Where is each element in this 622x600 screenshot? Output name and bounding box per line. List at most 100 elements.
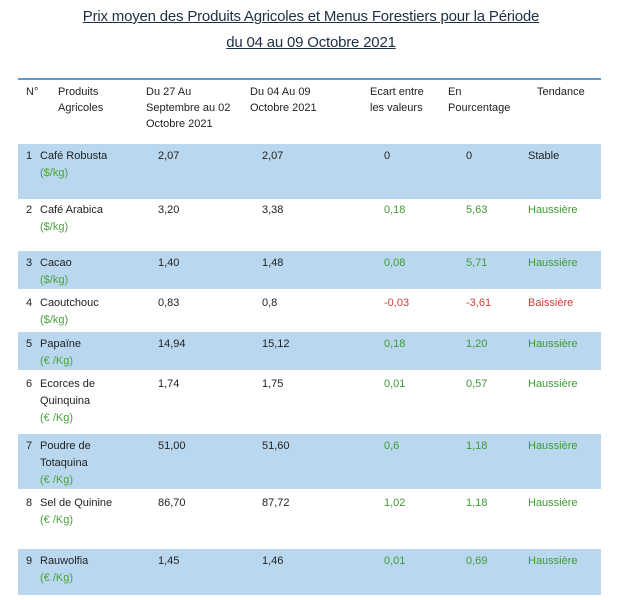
table-row: 4 Caoutchouc ($/kg) 0,83 0,8 -0,03 -3,61 Baissi…	[18, 291, 601, 330]
product-name: Rauwolfia	[40, 555, 89, 567]
percentage-change: 5,63	[466, 204, 488, 216]
table-row: 2 Café Arabica ($/kg) 3,20 3,38 0,18 5,63 Hauss…	[18, 198, 601, 248]
value-difference: 0,08	[384, 257, 406, 269]
trend-label: Haussière	[528, 555, 578, 567]
price-period1: 14,94	[158, 338, 186, 350]
trend-label: Haussière	[528, 378, 578, 390]
price-period2: 2,07	[262, 150, 284, 162]
product-name: Poudre de Totaquina	[40, 440, 91, 469]
value-difference: 0	[384, 150, 391, 162]
percentage-change: 1,18	[466, 497, 488, 509]
price-period1: 1,74	[158, 378, 180, 390]
product-unit: (€ /Kg)	[40, 355, 74, 367]
header-trend: Tendance	[537, 86, 585, 98]
price-period1: 51,00	[158, 440, 186, 452]
row-number: 8	[26, 497, 33, 509]
price-period1: 2,07	[158, 150, 180, 162]
table-row: 8 Sel de Quinine (€ /Kg) 86,70 87,72 1,02 1,18…	[18, 491, 601, 547]
price-period2: 51,60	[262, 440, 290, 452]
trend-label: Haussière	[528, 338, 578, 350]
product-name: Cacao	[40, 257, 72, 269]
product-cell: Café Robusta ($/kg)	[40, 148, 107, 182]
value-difference: 1,02	[384, 497, 406, 509]
value-difference: 0,01	[384, 555, 406, 567]
trend-label: Haussière	[528, 440, 578, 452]
header-num: N°	[26, 86, 39, 98]
price-period2: 0,8	[262, 297, 278, 309]
row-number: 9	[26, 555, 33, 567]
table-row: 3 Cacao ($/kg) 1,40 1,48 0,08 5,71 Haussière	[18, 251, 601, 289]
value-difference: -0,03	[384, 297, 410, 309]
table-row: 1 Café Robusta ($/kg) 2,07 2,07 0 0 Stable	[18, 144, 601, 199]
product-cell: Poudre de Totaquina (€ /Kg)	[40, 438, 91, 489]
percentage-change: -3,61	[466, 297, 492, 309]
header-period2: Du 04 Au 09 Octobre 2021	[250, 86, 317, 114]
trend-label: Baissière	[528, 297, 574, 309]
price-period1: 3,20	[158, 204, 180, 216]
price-period1: 1,45	[158, 555, 180, 567]
product-name: Papaïne	[40, 338, 81, 350]
header-product: Produits Agricoles	[58, 86, 104, 114]
product-cell: Café Arabica ($/kg)	[40, 202, 103, 236]
price-table: N° Produits Agricoles Du 27 Au Septembre…	[18, 78, 601, 595]
table-row: 9 Rauwolfia (€ /Kg) 1,45 1,46 0,01 0,69 Haussiè…	[18, 549, 601, 595]
product-cell: Rauwolfia (€ /Kg)	[40, 553, 88, 587]
product-name: Café Robusta	[40, 150, 108, 162]
value-difference: 0,01	[384, 378, 406, 390]
product-unit: ($/kg)	[40, 274, 69, 286]
table-row: 7 Poudre de Totaquina (€ /Kg) 51,00 51,60 0,6…	[18, 434, 601, 489]
product-name: Ecorces de Quinquina	[40, 378, 96, 407]
percentage-change: 0,57	[466, 378, 488, 390]
row-number: 6	[26, 378, 33, 390]
price-period2: 3,38	[262, 204, 284, 216]
price-period1: 0,83	[158, 297, 180, 309]
percentage-change: 0	[466, 150, 473, 162]
header-period1: Du 27 Au Septembre au 02 Octobre 2021	[146, 86, 231, 130]
percentage-change: 5,71	[466, 257, 488, 269]
trend-label: Stable	[528, 150, 560, 162]
price-period2: 15,12	[262, 338, 290, 350]
percentage-change: 0,69	[466, 555, 488, 567]
product-cell: Caoutchouc ($/kg)	[40, 295, 99, 329]
trend-label: Haussière	[528, 497, 578, 509]
product-unit: (€ /Kg)	[40, 412, 74, 424]
page-subtitle: du 04 au 09 Octobre 2021	[226, 34, 396, 51]
product-cell: Cacao ($/kg)	[40, 255, 72, 289]
product-unit: (€ /Kg)	[40, 514, 74, 526]
row-number: 4	[26, 297, 33, 309]
price-period2: 1,48	[262, 257, 284, 269]
percentage-change: 1,20	[466, 338, 488, 350]
product-unit: ($/kg)	[40, 221, 69, 233]
price-period2: 1,46	[262, 555, 284, 567]
value-difference: 0,18	[384, 204, 406, 216]
header-pct: En Pourcentage	[448, 86, 511, 114]
product-cell: Papaïne (€ /Kg)	[40, 336, 81, 370]
trend-label: Haussière	[528, 257, 578, 269]
product-name: Sel de Quinine	[40, 497, 113, 509]
row-number: 7	[26, 440, 33, 452]
row-number: 5	[26, 338, 33, 350]
header-ecart: Ecart entre les valeurs	[370, 86, 424, 114]
price-period1: 1,40	[158, 257, 180, 269]
row-number: 3	[26, 257, 33, 269]
table-row: 5 Papaïne (€ /Kg) 14,94 15,12 0,18 1,20 Haussiè…	[18, 332, 601, 370]
product-unit: ($/kg)	[40, 314, 69, 326]
product-name: Café Arabica	[40, 204, 103, 216]
row-number: 1	[26, 150, 33, 162]
product-cell: Sel de Quinine (€ /Kg)	[40, 495, 112, 529]
price-period2: 87,72	[262, 497, 290, 509]
product-unit: (€ /Kg)	[40, 474, 74, 486]
product-unit: ($/kg)	[40, 167, 69, 179]
page-title: Prix moyen des Produits Agricoles et Men…	[82, 8, 540, 25]
value-difference: 0,18	[384, 338, 406, 350]
price-period1: 86,70	[158, 497, 186, 509]
percentage-change: 1,18	[466, 440, 488, 452]
table-row: 6 Ecorces de Quinquina (€ /Kg) 1,74 1,75 0,01…	[18, 372, 601, 432]
product-name: Caoutchouc	[40, 297, 99, 309]
product-cell: Ecorces de Quinquina (€ /Kg)	[40, 376, 95, 427]
price-period2: 1,75	[262, 378, 284, 390]
trend-label: Haussière	[528, 204, 578, 216]
product-unit: (€ /Kg)	[40, 572, 74, 584]
row-number: 2	[26, 204, 33, 216]
value-difference: 0,6	[384, 440, 400, 452]
